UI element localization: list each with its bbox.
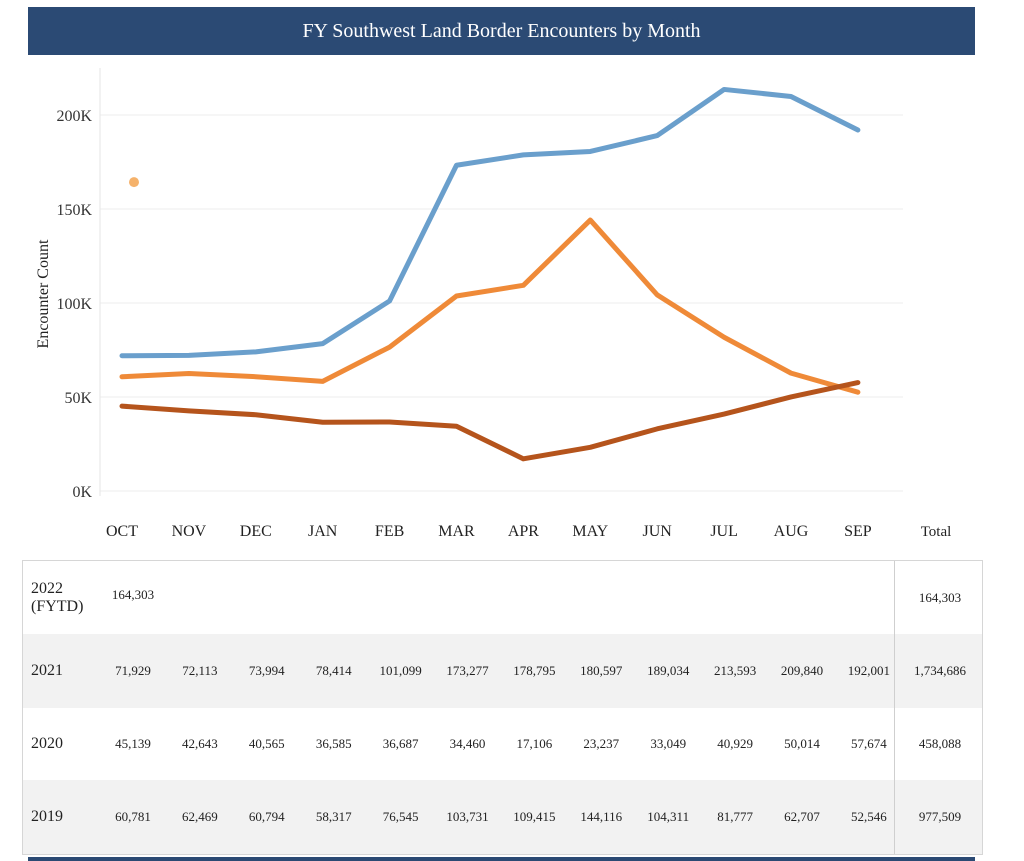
table-cell: 52,546: [851, 809, 887, 824]
table-row: 2020 45,139 42,643 40,565 36,585 36,687 34,460…: [23, 707, 982, 781]
y-tick-label: 150K: [56, 202, 92, 219]
data-table: 2022 (FYTD) 164,303 164,303 2021 71,929 72,11…: [22, 560, 983, 855]
table-cell: 60,794: [248, 809, 285, 824]
total-cell: 458,088: [918, 736, 962, 751]
y-tick-label: 200K: [56, 108, 92, 125]
row-label: 2020: [31, 735, 63, 752]
table-cell: 73,994: [248, 663, 285, 678]
total-cell: 977,509: [918, 809, 962, 824]
total-cell: 164,303: [918, 590, 962, 605]
table-cell: 109,415: [513, 809, 556, 824]
table-row: 2019 60,781 62,469 60,794 58,317 76,545 103,73…: [23, 780, 982, 854]
x-axis: OCT NOV DEC JAN FEB MAR APR MAY JUN JUL AUG SEP Tota…: [106, 523, 951, 540]
row-label: 2019: [31, 808, 63, 825]
series-line: [119, 86, 861, 359]
table-cell: 40,929: [717, 736, 753, 751]
table-cell: 209,840: [780, 663, 824, 678]
chart-title: FY Southwest Land Border Encounters by M…: [28, 7, 975, 55]
table-cell: 33,049: [650, 736, 687, 751]
x-tick-label: APR: [508, 523, 539, 540]
x-tick-label: JUN: [643, 523, 673, 540]
x-tick-label: AUG: [774, 523, 809, 540]
table-cell: 164,303: [111, 587, 155, 602]
row-label: 2021: [31, 662, 63, 679]
table-cell: 81,777: [717, 809, 753, 824]
y-tick-label: 100K: [56, 296, 92, 313]
table-cell: 36,687: [382, 736, 419, 751]
table-row: 2021 71,929 72,113 73,994 78,414 101,099 173,2…: [23, 634, 982, 708]
table-cell: 173,277: [446, 663, 489, 678]
table-cell: 23,237: [583, 736, 620, 751]
table-cell: 45,139: [115, 736, 151, 751]
table-cell: 71,929: [115, 663, 151, 678]
gridlines: [100, 114, 903, 492]
total-column-divider: [894, 561, 895, 854]
table-cell: 78,414: [315, 663, 352, 678]
x-tick-label: DEC: [240, 523, 272, 540]
series-line: [119, 217, 861, 395]
table-cell: 42,643: [182, 736, 218, 751]
table-cell: 62,707: [784, 809, 820, 824]
table-cell: 178,795: [513, 663, 556, 678]
table-cell: 62,469: [182, 809, 218, 824]
table-cell: 104,311: [647, 809, 690, 824]
series-lines: [119, 86, 861, 462]
table-cell: 189,034: [647, 663, 690, 678]
y-axis-label: Encounter Count: [35, 239, 52, 349]
table-cell: 36,585: [315, 736, 352, 751]
x-tick-label: MAR: [438, 523, 475, 540]
x-tick-label: JAN: [308, 523, 338, 540]
table-cell: 192,001: [847, 663, 891, 678]
total-cell: 1,734,686: [914, 663, 966, 678]
table-cell: 40,565: [248, 736, 285, 751]
table-cell: 213,593: [713, 663, 757, 678]
table-cell: 72,113: [182, 663, 218, 678]
x-tick-label: JUL: [710, 523, 738, 540]
table-row: 2022 (FYTD) 164,303 164,303: [23, 561, 982, 635]
x-tick-label: MAY: [572, 523, 608, 540]
table-cell: 103,731: [446, 809, 489, 824]
series-point: [129, 177, 139, 188]
x-tick-label: NOV: [172, 523, 207, 540]
table-cell: 60,781: [115, 809, 151, 824]
y-axis: 0K 50K 100K 150K 200K: [56, 68, 101, 501]
table-cell: 50,014: [784, 736, 820, 751]
y-tick-label: 0K: [72, 484, 92, 501]
bottom-bar: [28, 857, 975, 861]
x-tick-label: FEB: [375, 523, 404, 540]
row-label: 2022 (FYTD): [31, 580, 84, 615]
line-chart: 0K 50K 100K 150K 200K OCT NOV DEC JAN FEB MAR APR M…: [56, 68, 951, 540]
table-cell: 144,116: [580, 809, 623, 824]
table-cell: 101,099: [379, 663, 422, 678]
table-cell: 34,460: [449, 736, 486, 751]
table-cell: 58,317: [315, 809, 352, 824]
x-tick-label: OCT: [106, 523, 138, 540]
y-tick-label: 50K: [64, 390, 92, 407]
table-cell: 57,674: [851, 736, 887, 751]
series-line: [119, 380, 861, 462]
table-cell: 180,597: [580, 663, 623, 678]
x-tick-label: SEP: [844, 523, 872, 540]
table-cell: 17,106: [516, 736, 553, 751]
table-cell: 76,545: [382, 809, 419, 824]
total-header: Total: [921, 524, 952, 540]
